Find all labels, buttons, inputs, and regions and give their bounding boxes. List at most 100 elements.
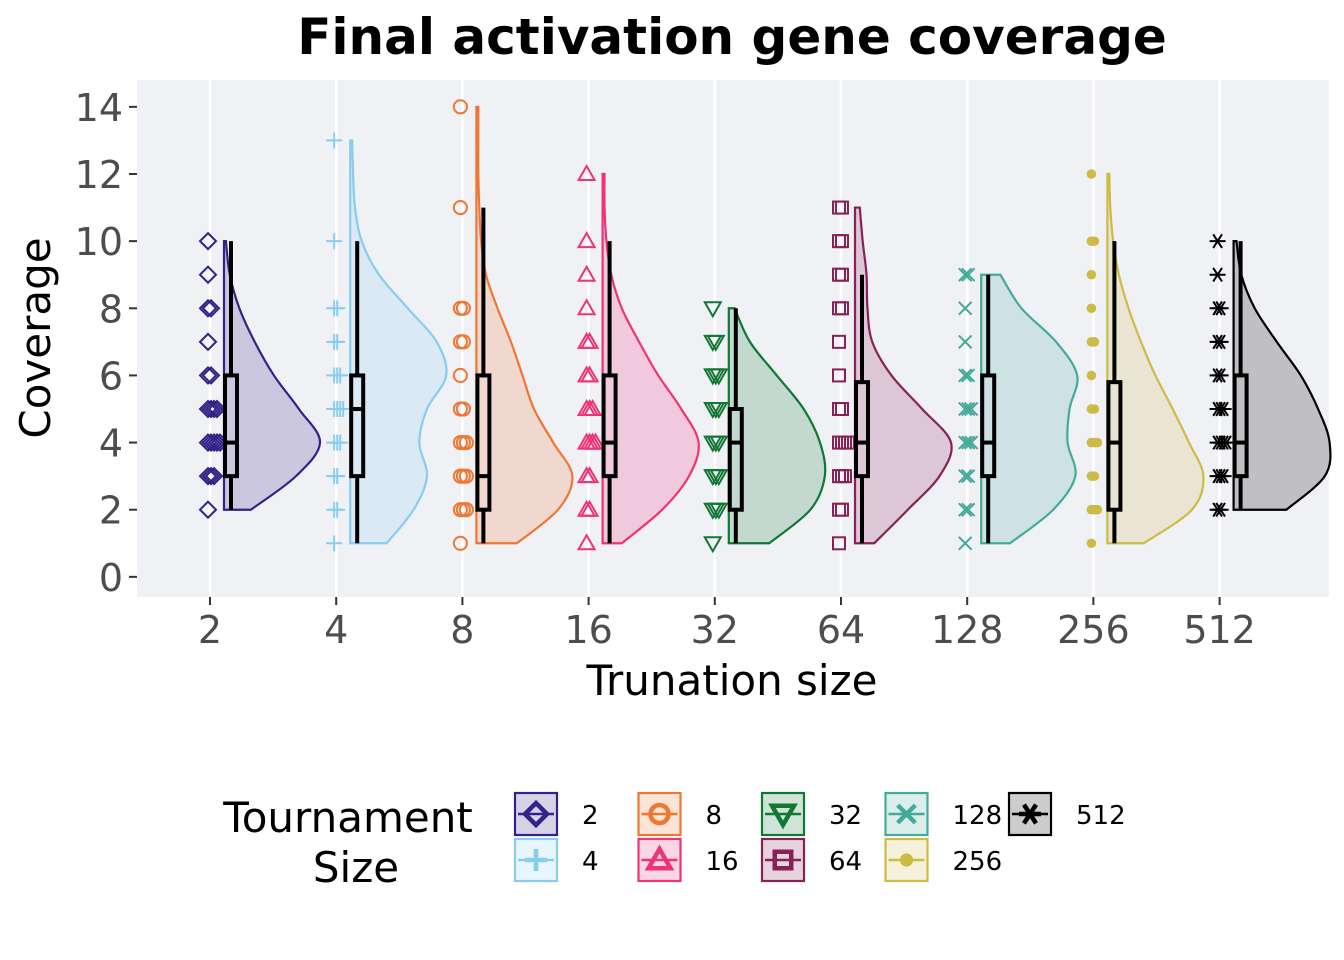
data-point: [1086, 370, 1097, 381]
data-point: [329, 468, 346, 485]
y-tick-label: 4: [99, 422, 123, 466]
legend-key-marker: [772, 849, 794, 871]
data-point: [207, 399, 227, 419]
data-point: [201, 466, 221, 486]
data-point: [1092, 504, 1103, 515]
legend-label: 8: [706, 801, 723, 831]
x-tick-label: 8: [450, 608, 474, 652]
data-point: [579, 331, 600, 349]
data-point: [835, 267, 849, 282]
data-point: [1212, 368, 1229, 383]
data-point: [958, 536, 973, 551]
data-point: [1209, 267, 1226, 283]
legend-key-marker: [896, 803, 917, 825]
data-point: [576, 264, 597, 282]
legend-item: 256: [884, 837, 1003, 883]
box-iqr: [1232, 373, 1249, 479]
series-group: [198, 231, 322, 520]
data-point: [452, 200, 468, 216]
data-point: [1086, 538, 1097, 549]
series-group: [576, 163, 700, 551]
legend-item: 16: [637, 837, 739, 883]
legend-item: 32: [760, 791, 862, 837]
data-point: [958, 368, 973, 383]
data-point: [709, 469, 729, 487]
data-point: [576, 163, 597, 181]
data-point: [329, 501, 346, 518]
data-point: [329, 300, 346, 317]
data-point: [576, 533, 597, 551]
data-point: [961, 368, 976, 383]
y-tick-label: 10: [75, 220, 123, 264]
x-tick-label: 32: [691, 608, 739, 652]
data-point: [1089, 337, 1100, 347]
legend-item: 64: [760, 837, 862, 883]
data-point: [452, 535, 468, 551]
legend-key-marker: [899, 853, 914, 867]
legend-label: 16: [706, 847, 739, 877]
data-point: [1215, 401, 1232, 417]
data-point: [455, 334, 471, 350]
data-point: [958, 502, 973, 517]
box-iqr: [223, 373, 239, 479]
data-point: [204, 466, 224, 486]
data-point: [579, 466, 600, 484]
density-cloud: [853, 206, 953, 545]
density-cloud: [475, 105, 574, 545]
data-point: [201, 399, 221, 419]
data-point: [198, 298, 218, 318]
data-point: [961, 469, 976, 484]
data-point: [961, 267, 976, 282]
box-iqr: [349, 373, 366, 479]
y-tick-label: 8: [99, 287, 123, 331]
density-cloud: [349, 139, 448, 545]
data-point: [832, 334, 846, 349]
y-tick-label: 0: [99, 556, 123, 600]
legend-keys: 2 4 8 16 32 64 128 256 512: [513, 791, 1126, 883]
data-point: [835, 200, 849, 215]
data-point: [326, 233, 343, 250]
data-point: [201, 298, 221, 318]
density-cloud: [1106, 172, 1205, 545]
legend-label: 64: [829, 847, 862, 877]
data-point: [576, 231, 597, 249]
x-axis-label: Trunation size: [586, 656, 878, 705]
data-point: [1215, 468, 1232, 484]
chart-title: Final activation gene coverage: [297, 8, 1167, 66]
legend-label: 128: [953, 801, 1003, 831]
series-group: [703, 301, 827, 554]
data-point: [961, 401, 976, 417]
data-point: [458, 502, 474, 518]
series-group: [326, 132, 448, 552]
legend-item: 2: [513, 791, 599, 837]
data-point: [1089, 236, 1100, 246]
legend-label: 256: [953, 847, 1003, 877]
data-point: [958, 435, 973, 450]
density-cloud: [980, 273, 1079, 545]
data-point: [958, 334, 973, 349]
legend-key-marker: [525, 849, 547, 871]
legend-item: 8: [637, 791, 723, 837]
legend-key-marker: [768, 803, 798, 830]
x-tick-label: 128: [931, 608, 1004, 652]
data-point: [198, 466, 218, 486]
data-point: [198, 500, 218, 520]
y-tick-label: 6: [99, 354, 123, 398]
data-point: [1089, 404, 1100, 414]
legend-label: 4: [582, 847, 599, 877]
data-point: [326, 535, 343, 552]
data-point: [958, 267, 973, 282]
legend-key-marker: [1019, 803, 1041, 825]
box-iqr: [980, 373, 997, 479]
x-tick-label: 64: [817, 608, 865, 652]
series-group: [1086, 169, 1205, 549]
data-point: [332, 367, 349, 384]
axes: 0 2 4 6 8 10 12 14 2 4 8 16 32 64 128 256 512: [75, 86, 1256, 652]
x-tick-label: 2: [198, 608, 222, 652]
data-point: [1092, 437, 1103, 448]
data-point: [832, 536, 846, 551]
data-point: [585, 432, 606, 450]
data-point: [204, 399, 224, 419]
data-point: [452, 367, 468, 383]
